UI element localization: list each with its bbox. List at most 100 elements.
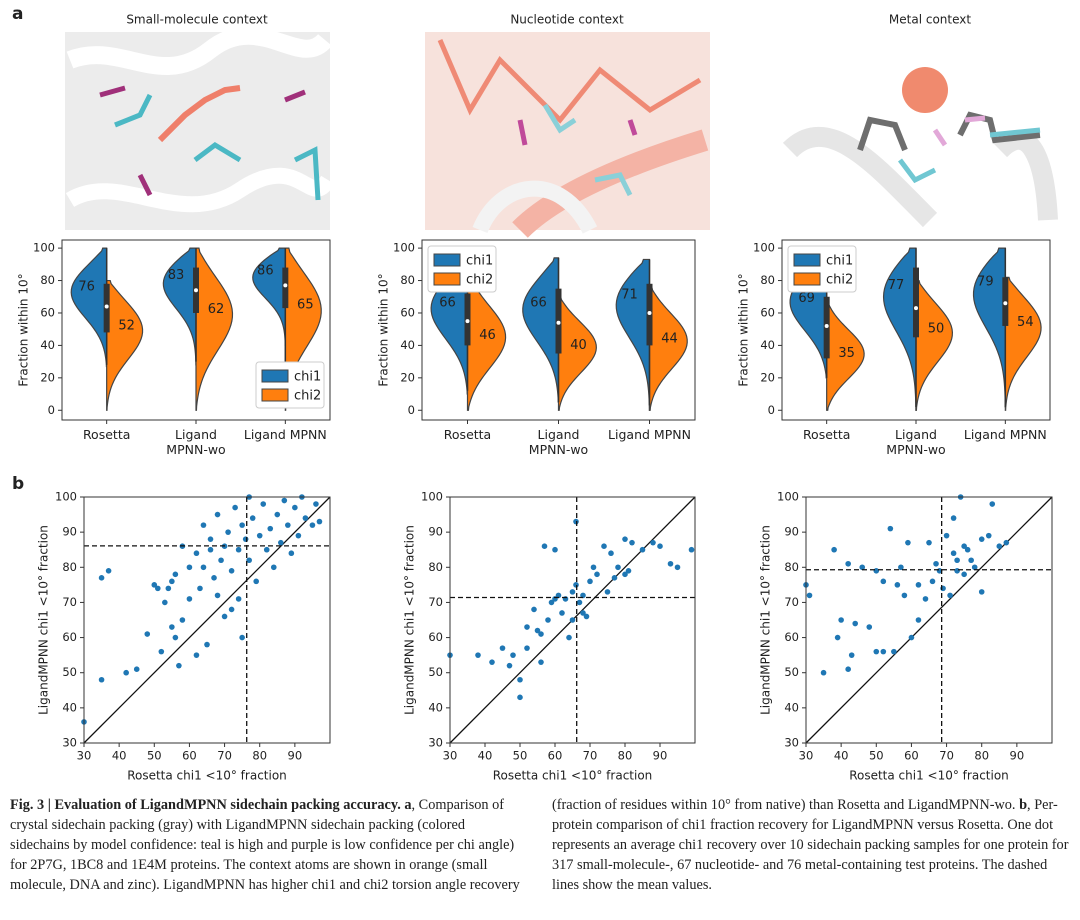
legend: chi1 chi2 [787,245,857,293]
y-tick-label: 60 [760,305,775,319]
scatter-point [524,624,530,630]
scatter-point [232,504,238,511]
scatter-point [158,648,165,655]
scatter-point [274,511,281,518]
x-axis-label: Rosetta chi1 <10° fraction [493,769,653,783]
structure-image [65,26,335,230]
violin-half [1004,276,1042,411]
y-axis-label: LigandMPNN chi1 <10° fraction [37,525,51,715]
scatter-point [200,522,207,528]
scatter-point [235,596,242,602]
scatter-point [576,599,583,606]
plot-frame [83,496,331,744]
y-tick-label: 80 [784,560,799,574]
scatter-point [806,592,813,599]
scatter-point [105,568,112,574]
y-tick-label: 100 [777,490,799,504]
metal-ion [902,67,948,113]
scatter-point [590,564,597,571]
y-tick-label: 60 [400,305,415,319]
scatter-point [915,617,922,623]
scatter-point [214,592,221,599]
legend-label: chi2 [294,389,321,404]
scatter-point [235,546,242,553]
violin-half [882,247,917,411]
x-tick-label: 60 [904,749,919,763]
scatter-point [559,610,565,616]
y-tick-label: 90 [428,525,443,539]
scatter-point [848,652,855,658]
y-tick-label: 0 [48,403,55,417]
scatter-point [534,627,541,634]
plot-frame [421,239,696,421]
scatter-point [316,518,323,525]
scatter-point [929,578,936,585]
x-tick-label: Rosetta [82,427,131,442]
scatter-point [926,539,932,546]
y-tick-label: 100 [393,241,415,255]
x-tick-label: Rosetta [802,427,851,442]
scatter-point [211,575,217,581]
value-label: 69 [798,291,815,306]
scatter-point [517,694,523,701]
scatter-point [123,669,129,676]
scatter-point [961,571,967,578]
y-tick-label: 40 [760,338,775,352]
y-axis-label: Fraction within 10° [377,273,391,386]
x-tick-label: 30 [443,749,458,763]
violin-half [106,279,144,411]
value-label: 40 [570,338,587,353]
scatter-point [583,613,590,620]
y-axis-label: Fraction within 10° [737,273,751,386]
scatter-point [573,518,579,525]
legend-swatch [261,388,289,402]
scatter-point [569,617,576,623]
scatter-point [950,515,957,521]
scatter-point [971,564,978,571]
scatter-point [278,539,284,546]
scatter-point [169,624,175,630]
box-iqr [913,267,919,338]
scatter-point [531,606,537,613]
box-median [824,323,829,328]
x-tick-label: 70 [217,749,232,763]
scatter-point [947,592,953,599]
scatter-point [891,648,897,655]
y-tick-label: 70 [784,595,799,609]
value-label: 66 [530,296,547,311]
scatter-point [228,568,235,574]
scatter-point [905,539,911,546]
ribbon [66,26,332,75]
sidechain [517,119,638,146]
scatter-point [615,564,621,571]
y-axis-label: LigandMPNN chi1 <10° fraction [403,525,417,715]
structure-image [425,32,710,238]
panel-label: a [12,4,23,24]
legend-label: chi1 [466,254,493,269]
scatter-point [506,662,513,669]
x-tick-label: Rosetta [443,427,492,442]
scatter-point [552,546,558,553]
y-tick-label: 50 [784,665,799,679]
scatter-point [650,539,656,546]
scatter-point [172,634,179,641]
scatter-point [193,652,200,658]
scatter-point [260,501,267,507]
caption-panel-ref: b [1019,797,1028,813]
sidechain [932,115,986,147]
legend-label: chi1 [294,370,321,385]
y-tick-label: 40 [428,700,443,714]
legend: chi1 chi2 [427,245,497,293]
y-tick-label: 100 [55,490,77,504]
scatter-point [176,662,182,669]
scatter-point [228,606,235,613]
y-tick-label: 80 [62,560,77,574]
y-tick-label: 20 [760,370,775,384]
scatter-point [169,578,175,585]
caption-text: , Per-protein comparison of chi1 fractio… [552,797,1069,893]
sidechain [542,103,633,197]
y-tick-label: 30 [62,736,77,750]
value-label: 65 [297,297,314,312]
structure-image [782,32,1058,230]
scatter-point [263,546,270,553]
